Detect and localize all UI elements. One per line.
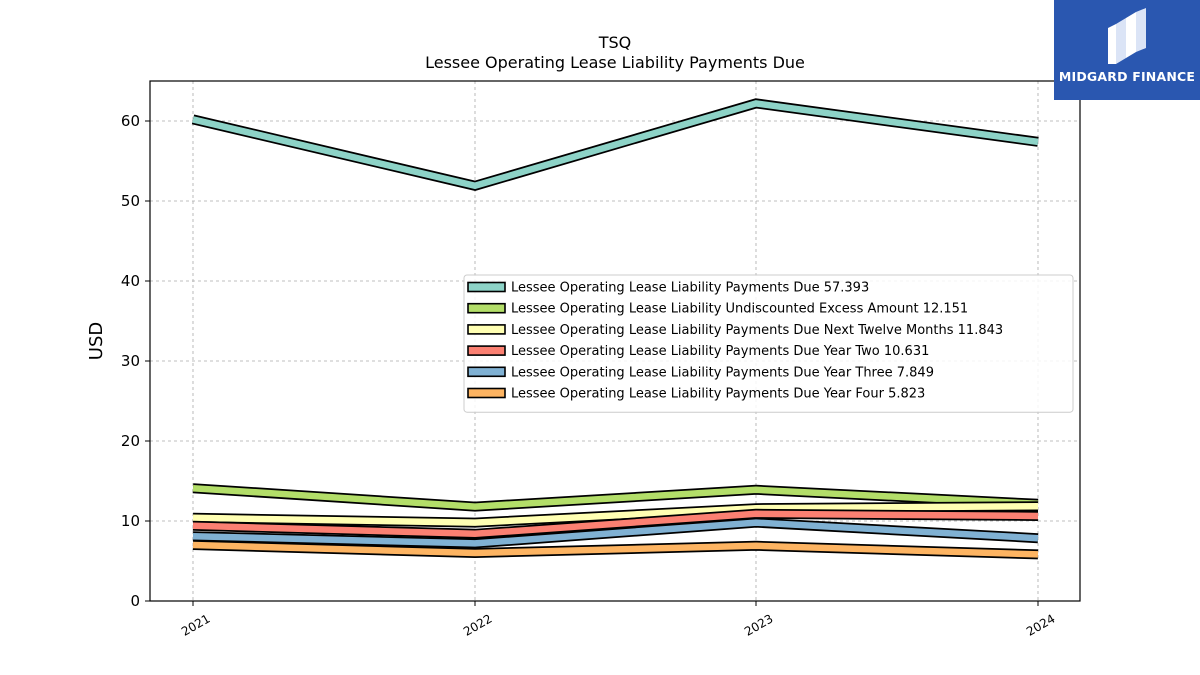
legend-label: Lessee Operating Lease Liability Undisco… [511, 302, 968, 317]
legend-swatch [467, 281, 506, 293]
series-line [192, 540, 1039, 560]
legend-swatch [467, 366, 506, 378]
y-tick-label: 40 [121, 272, 140, 290]
legend-box [463, 274, 1074, 413]
legend-item: Lessee Operating Lease Liability Undisco… [467, 302, 968, 317]
series-line [192, 483, 1039, 512]
x-tick-label: 2021 [179, 611, 212, 638]
y-axis-label: USD [86, 322, 107, 360]
legend-swatch [467, 324, 506, 335]
brand-name: MIDGARD FINANCE [1058, 69, 1196, 84]
x-tick-label: 2023 [742, 611, 775, 638]
legend-label: Lessee Operating Lease Liability Payment… [511, 365, 934, 380]
y-tick-label: 10 [121, 512, 140, 530]
y-tick-label: 60 [121, 112, 140, 130]
legend-swatch [467, 387, 506, 399]
legend: Lessee Operating Lease Liability Payment… [463, 274, 1074, 413]
series-line [191, 98, 1039, 191]
legend-swatch [467, 345, 506, 356]
series-lines [191, 98, 1039, 560]
y-axis: 0 10 20 30 40 50 60 [121, 112, 150, 610]
chart-title: TSQ [598, 33, 632, 52]
series-line-fill [192, 100, 1039, 190]
plot-frame [149, 80, 1081, 602]
legend-item: Lessee Operating Lease Liability Payment… [467, 323, 1003, 338]
legend-item: Lessee Operating Lease Liability Payment… [467, 387, 925, 402]
midgard-finance-m-logo-icon [1108, 8, 1146, 64]
legend-label: Lessee Operating Lease Liability Payment… [511, 323, 1003, 338]
legend-label: Lessee Operating Lease Liability Payment… [511, 344, 929, 359]
legend-item: Lessee Operating Lease Liability Payment… [467, 281, 869, 296]
x-axis: 2021 2022 2023 2024 [179, 601, 1058, 639]
legend-swatch [467, 302, 506, 314]
series-line [192, 517, 1039, 549]
legend-label: Lessee Operating Lease Liability Payment… [511, 387, 925, 402]
series-line [192, 501, 1039, 528]
series-line-fill [192, 519, 1039, 547]
midgard-finance-logo: MIDGARD FINANCE [1054, 0, 1200, 100]
series-line-fill [192, 510, 1039, 538]
legend-label: Lessee Operating Lease Liability Payment… [511, 281, 869, 296]
y-tick-label: 30 [121, 352, 140, 370]
legend-item: Lessee Operating Lease Liability Payment… [467, 365, 934, 380]
x-tick-label: 2022 [461, 611, 494, 638]
series-line-fill [192, 484, 1039, 510]
x-tick-label: 2024 [1024, 611, 1057, 638]
legend-item: Lessee Operating Lease Liability Payment… [467, 344, 929, 359]
chart-subtitle: Lessee Operating Lease Liability Payment… [425, 53, 805, 72]
series-line-fill [192, 541, 1039, 558]
series-line-fill [192, 503, 1039, 526]
series-line [192, 508, 1039, 539]
y-tick-label: 0 [130, 592, 140, 610]
y-tick-label: 50 [121, 192, 140, 210]
y-tick-label: 20 [121, 432, 140, 450]
